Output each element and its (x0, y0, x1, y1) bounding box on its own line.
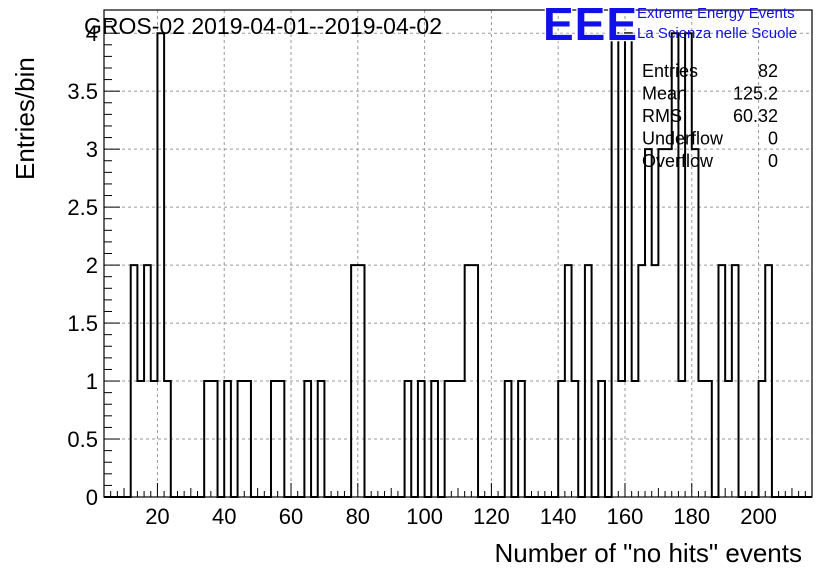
x-tick-label: 180 (673, 504, 710, 529)
y-axis-label: Entries/bin (10, 57, 40, 180)
logo-line2: La Scienza nelle Scuole (637, 25, 797, 42)
y-tick-label: 0 (86, 485, 98, 510)
logo-line1: Extreme Energy Events (637, 5, 795, 22)
x-tick-label: 120 (473, 504, 510, 529)
x-tick-label: 80 (346, 504, 370, 529)
x-axis-label: Number of "no hits" events (495, 538, 803, 568)
histogram-line (104, 32, 812, 498)
stats-label: Overflow (642, 151, 714, 171)
y-tick-label: 1.5 (67, 311, 98, 336)
stats-value: 0 (768, 151, 778, 171)
stats-value: 60.32 (733, 106, 778, 126)
x-tick-label: 160 (607, 504, 644, 529)
stats-label: Underflow (642, 129, 724, 149)
eee-logo: EEE Extreme Energy Events La Scienza nel… (542, 0, 797, 51)
chart-title: GROS-02 2019-04-01--2019-04-02 (84, 13, 442, 39)
stats-label: RMS (642, 106, 682, 126)
x-tick-label: 200 (740, 504, 777, 529)
stats-value: 82 (758, 61, 778, 81)
y-tick-label: 2.5 (67, 195, 98, 220)
y-axis: 0 0.5 1 1.5 2 2.5 3 3.5 4 (67, 9, 120, 510)
y-tick-label: 3 (86, 137, 98, 162)
y-tick-label: 2 (86, 253, 98, 278)
x-tick-label: 40 (212, 504, 236, 529)
y-tick-label: 3.5 (67, 79, 98, 104)
stats-value: 0 (768, 129, 778, 149)
x-tick-label: 140 (540, 504, 577, 529)
x-axis: 20 40 60 80 100 120 140 160 180 200 (110, 483, 806, 529)
stats-value: 125.2 (733, 84, 778, 104)
stats-label: Mean (642, 84, 687, 104)
x-tick-label: 20 (145, 504, 169, 529)
x-tick-label: 60 (279, 504, 303, 529)
x-tick-label: 100 (406, 504, 443, 529)
stats-box: Entries 82 Mean 125.2 RMS 60.32 Underflow 0 Over… (642, 61, 778, 171)
y-tick-label: 4 (86, 21, 98, 46)
y-tick-label: 1 (86, 369, 98, 394)
y-tick-label: 0.5 (67, 427, 98, 452)
stats-label: Entries (642, 61, 698, 81)
logo-eee-text: EEE (543, 0, 638, 50)
